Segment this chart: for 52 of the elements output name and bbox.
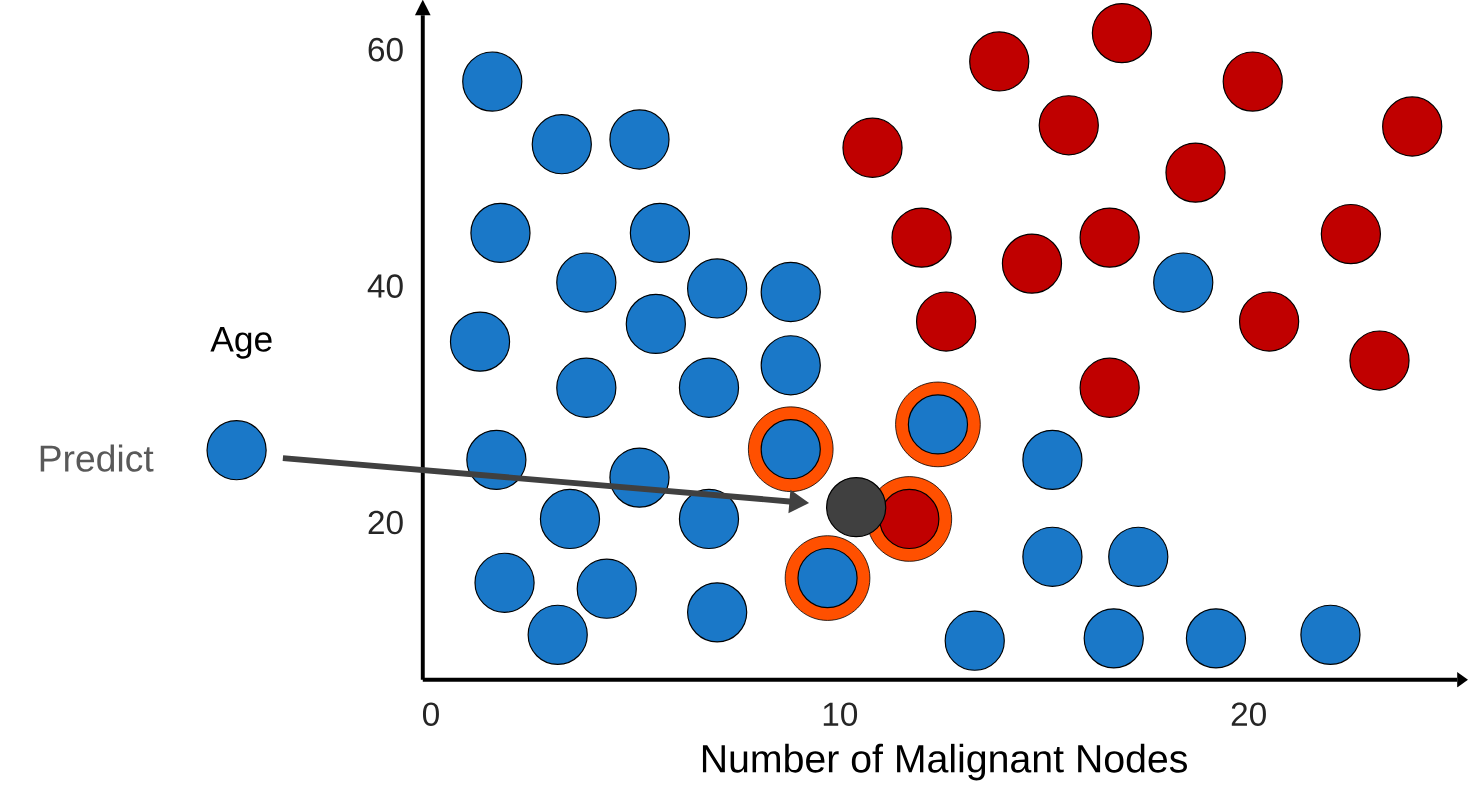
point bbox=[527, 604, 588, 665]
point bbox=[1091, 2, 1153, 64]
point bbox=[1083, 608, 1144, 669]
x-tick-label: 20 bbox=[1231, 702, 1266, 726]
point bbox=[462, 51, 523, 112]
y-tick-label: 40 bbox=[367, 274, 403, 298]
point bbox=[1038, 95, 1099, 156]
x-tick-label: 0 bbox=[422, 702, 439, 726]
point bbox=[474, 552, 535, 613]
point bbox=[609, 109, 670, 170]
point bbox=[687, 258, 748, 319]
point bbox=[1382, 96, 1443, 157]
point bbox=[891, 207, 952, 268]
x-tick-label: 10 bbox=[823, 702, 858, 726]
point bbox=[556, 357, 617, 418]
point bbox=[1108, 526, 1169, 587]
point bbox=[629, 202, 691, 263]
x-axis-title: Number of Malignant Nodes bbox=[702, 743, 1187, 781]
text: Predict bbox=[40, 444, 154, 472]
point bbox=[969, 31, 1030, 92]
point bbox=[466, 429, 527, 490]
point bbox=[1300, 604, 1361, 665]
point bbox=[539, 488, 601, 550]
point bbox=[687, 582, 748, 643]
point bbox=[1222, 51, 1283, 112]
point bbox=[1185, 608, 1247, 669]
point bbox=[1079, 357, 1140, 418]
point bbox=[760, 261, 821, 323]
y-axis-title: Age bbox=[210, 327, 272, 359]
point bbox=[1022, 526, 1083, 587]
point bbox=[576, 558, 637, 619]
point bbox=[826, 476, 887, 538]
point bbox=[760, 335, 821, 396]
point bbox=[678, 357, 740, 418]
point bbox=[915, 291, 977, 352]
point bbox=[1079, 207, 1140, 268]
point bbox=[531, 114, 592, 175]
point bbox=[944, 610, 1005, 671]
point bbox=[625, 293, 686, 355]
point bbox=[1001, 233, 1063, 294]
point bbox=[1153, 252, 1214, 313]
point bbox=[842, 117, 903, 178]
point bbox=[1238, 291, 1300, 352]
y-tick-label: 20 bbox=[368, 510, 403, 535]
point bbox=[556, 252, 617, 313]
point bbox=[1165, 142, 1226, 203]
point bbox=[1022, 429, 1083, 490]
point bbox=[470, 202, 531, 263]
point bbox=[449, 311, 511, 372]
y-tick-label: 60 bbox=[368, 37, 403, 62]
point bbox=[1320, 203, 1382, 265]
point bbox=[1349, 330, 1410, 391]
